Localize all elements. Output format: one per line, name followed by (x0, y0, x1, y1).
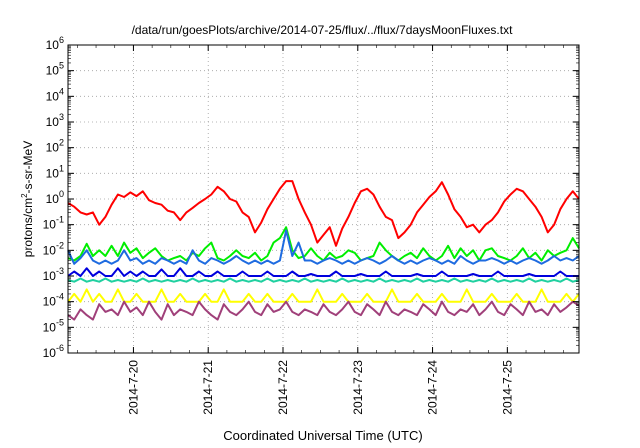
x-tick-label: 2014-7-23 (351, 360, 365, 415)
y-axis: 10-6 10-5 10-4 10-3 10-2 10-1 100 101 102 103 104 1… (43, 35, 579, 360)
x-axis: 2014-7-20 2014-7-21 2014-7-22 2014-7-23 2014… (77, 45, 564, 415)
series-line-7 (67, 300, 580, 321)
y-tick-label: 10-2 (43, 240, 64, 257)
x-tick-label: 2014-7-24 (426, 360, 440, 415)
y-tick-label: 105 (46, 61, 64, 78)
y-axis-label-rest: -s-sr-MeV (21, 141, 35, 194)
y-tick-label: 10-1 (43, 215, 64, 232)
x-axis-label: Coordinated Universal Time (UTC) (223, 428, 422, 443)
y-tick-label: 10-4 (43, 292, 64, 309)
x-tick-label: 2014-7-21 (201, 360, 215, 415)
x-tick-label: 2014-7-25 (500, 360, 514, 415)
y-tick-label: 103 (46, 112, 64, 129)
series-layer (67, 180, 580, 321)
chart-title: /data/run/goesPlots/archive/2014-07-25/f… (132, 23, 514, 37)
series-line-5 (67, 277, 580, 283)
y-tick-label: 104 (46, 86, 64, 103)
series-line-1 (67, 180, 580, 247)
series-line-4 (67, 267, 579, 277)
y-axis-label: protons/cm2-s-sr-MeV (20, 141, 35, 257)
y-tick-label: 100 (46, 189, 64, 206)
y-tick-label: 102 (46, 138, 64, 155)
series-line-6 (67, 288, 580, 303)
y-axis-label-base: protons/cm (21, 198, 35, 257)
x-tick-label: 2014-7-20 (126, 360, 140, 415)
y-tick-label: 10-5 (43, 317, 64, 334)
y-tick-label: 101 (46, 163, 64, 180)
y-tick-label: 10-6 (43, 343, 64, 360)
y-axis-label-sup: 2 (20, 193, 29, 198)
grid (68, 45, 579, 353)
y-tick-label: 10-3 (43, 266, 64, 283)
y-tick-label: 106 (46, 35, 64, 52)
x-tick-label: 2014-7-22 (276, 360, 290, 415)
series-line-2 (67, 226, 580, 262)
series-line-3 (67, 229, 580, 265)
